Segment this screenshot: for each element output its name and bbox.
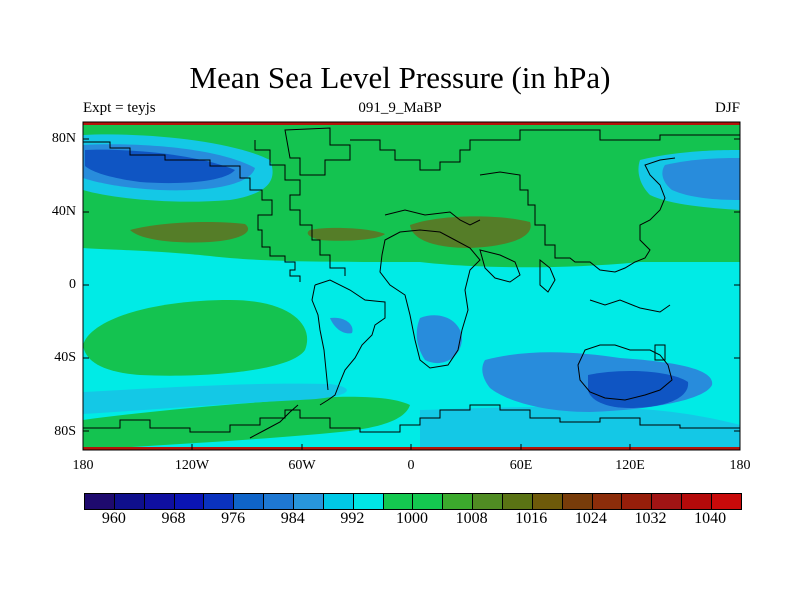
lon-label-120e: 120E [615, 458, 645, 473]
colorbar-label: 968 [161, 510, 186, 527]
coast-asia [479, 157, 676, 273]
lon-label-60w: 60W [288, 458, 316, 473]
coast-antarctica-1 [83, 404, 740, 433]
pressure-field [83, 122, 740, 450]
lat-label-40n: 40N [51, 204, 76, 219]
field-ne-blue-inner [662, 158, 740, 200]
coast-mediterranean [384, 209, 481, 226]
coast-arabia [479, 249, 521, 283]
field-small-blue [330, 317, 353, 334]
colorbar-bin [592, 494, 623, 509]
field-south-green-1 [83, 300, 308, 376]
colorbar-bin [413, 494, 444, 509]
coast-india [539, 258, 556, 293]
field-sw-indian-blue [416, 315, 462, 364]
field-olive-high-2 [307, 227, 385, 241]
colorbar-bin [353, 494, 384, 509]
coast-australia [577, 344, 673, 401]
lat-label-40s: 40S [54, 350, 76, 365]
field-north-blue-dark [85, 149, 235, 184]
coast-africa [379, 229, 481, 369]
colorbar-bin [323, 494, 354, 509]
colorbar-bin [85, 494, 115, 509]
field-south-green-2 [83, 396, 410, 450]
colorbar-bin [473, 494, 504, 509]
field-olive-high-3 [410, 216, 531, 248]
colorbar-label: 1032 [634, 510, 667, 527]
experiment-label: Expt = teyjs [83, 100, 156, 116]
colorbar-label: 976 [221, 510, 246, 527]
colorbar-bin [682, 494, 713, 509]
colorbar-bin [622, 494, 653, 509]
lon-label-180w: 180 [72, 458, 94, 473]
lon-label-60e: 60E [509, 458, 533, 473]
colorbar-label: 960 [101, 510, 126, 527]
lat-label-80n: 80N [51, 131, 76, 146]
colorbar-bin [503, 494, 533, 509]
coast-maritime [589, 299, 671, 313]
coast-north-america-east [254, 140, 346, 276]
colorbar-label: 1000 [396, 510, 428, 527]
coast-europe [350, 129, 740, 171]
axis-ticks [82, 138, 741, 450]
colorbar-bin [144, 494, 175, 509]
coast-south-america [314, 279, 386, 406]
lat-label-0: 0 [69, 277, 76, 292]
colorbar-bin [114, 494, 145, 509]
run-label: 091_9_MaBP [358, 100, 442, 116]
colorbar-bin [294, 494, 324, 509]
field-olive-high-1 [130, 222, 249, 243]
colorbar-label: 984 [280, 510, 305, 527]
colorbar-bin [652, 494, 683, 509]
colorbar-bin [712, 494, 741, 509]
field-top-edge [83, 122, 740, 125]
plot-title: Mean Sea Level Pressure (in hPa) [189, 60, 611, 95]
colorbar-label: 1016 [515, 510, 548, 527]
colorbar-label: 1024 [574, 510, 607, 527]
colorbar-label: 992 [340, 510, 365, 527]
colorbar-bin [383, 494, 414, 509]
colorbar-bin [234, 494, 265, 509]
colorbar-bin [174, 494, 205, 509]
colorbar-label: 1008 [455, 510, 488, 527]
coast-greenland [284, 127, 351, 176]
coastlines [83, 127, 740, 439]
colorbar-bin [443, 494, 474, 509]
lon-label-0: 0 [407, 458, 415, 473]
lon-label-120w: 120W [174, 458, 210, 473]
field-south-cyan-right [420, 406, 740, 450]
colorbar [84, 493, 742, 510]
field-south-cyan-band [83, 383, 347, 414]
colorbar-bin [264, 494, 295, 509]
colorbar-bin [204, 494, 235, 509]
lon-label-180e: 180 [729, 458, 751, 473]
colorbar-label: 1040 [694, 510, 727, 527]
season-label: DJF [714, 100, 740, 116]
coast-new-guinea [654, 344, 666, 361]
lat-label-80s: 80S [54, 424, 76, 439]
coast-antarctic-peninsula [249, 404, 299, 439]
coast-north-america [83, 141, 301, 282]
coast-south-america-west [311, 284, 329, 391]
colorbar-bin [562, 494, 593, 509]
colorbar-bin [532, 494, 563, 509]
